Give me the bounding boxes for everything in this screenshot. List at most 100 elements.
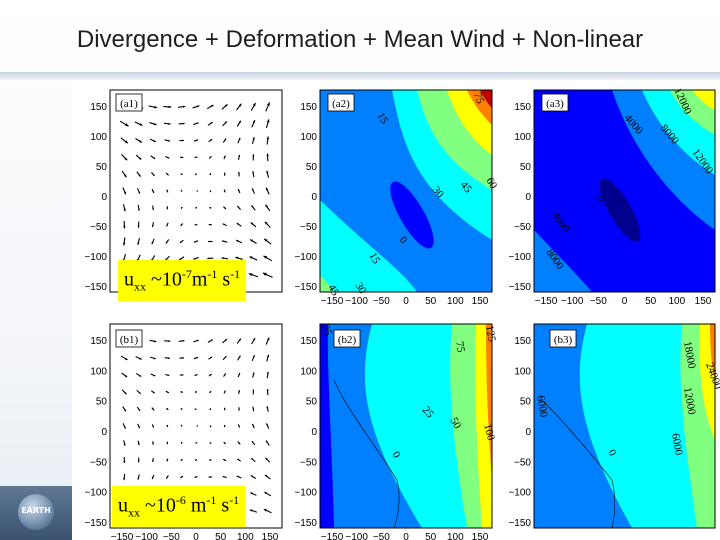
vector-arrow-head: [123, 426, 126, 429]
vector-arrow-head: [249, 509, 253, 512]
vector-arrow-head: [251, 441, 254, 444]
y-tick-label: 50: [520, 162, 532, 173]
annotation-b-sub: xx: [128, 505, 140, 520]
vector-arrow-head: [166, 207, 169, 210]
vector-arrow-head: [251, 458, 254, 461]
vector-arrow-head: [196, 190, 198, 192]
contour-label: 18000: [681, 340, 698, 370]
vector-arrow-head: [166, 459, 169, 462]
vector-arrow-head: [154, 105, 158, 109]
vector-arrow-head: [222, 240, 225, 243]
vector-arrow-head: [194, 223, 197, 226]
vector-arrow-head: [223, 206, 226, 209]
vector-arrow-head: [124, 174, 127, 178]
x-tick-label: −50: [163, 532, 180, 540]
vector-arrow-head: [167, 374, 170, 376]
vector-arrow-head: [224, 138, 227, 141]
vector-arrow-head: [250, 222, 254, 225]
vector-arrow-head: [138, 408, 141, 411]
panel-a1-label: (a1): [120, 98, 138, 110]
vector-arrow-head: [165, 241, 168, 244]
y-tick-label: −150: [294, 282, 317, 293]
vector-arrow-head: [124, 357, 128, 360]
vector-arrow-head: [168, 105, 172, 109]
x-tick-label: 50: [425, 532, 437, 540]
vector-arrow-head: [209, 173, 211, 176]
vector-arrow-head: [263, 509, 267, 512]
panel-b2-frame: [319, 323, 493, 529]
y-tick-label: 0: [101, 427, 107, 438]
x-tick-label: −50: [590, 296, 607, 307]
vector-arrow-head: [195, 374, 198, 376]
vector-arrow-head: [210, 339, 213, 342]
annotation-a-sub: xx: [134, 279, 146, 294]
panel-a2-label: (a2): [332, 98, 350, 110]
x-tick-label: 100: [668, 296, 685, 307]
vector-arrow-head: [152, 425, 154, 428]
vector-arrow-head: [182, 357, 184, 359]
panel-a3-label: (a3): [546, 98, 564, 110]
vector-arrow-head: [152, 225, 154, 228]
vector-arrow-head: [238, 188, 240, 191]
vector-arrow-head: [208, 240, 210, 243]
panel-b2-label: (b2): [338, 334, 357, 346]
annotation-a-unit2: s: [217, 268, 231, 291]
vector-arrow-head: [264, 238, 268, 242]
vector-arrow-head: [151, 241, 154, 245]
panel-a2-label-box: [327, 93, 355, 112]
vector-arrow-head: [181, 156, 184, 159]
vector-arrow-head: [182, 139, 184, 142]
vector-arrow-head: [265, 457, 268, 460]
vector-arrow-head: [137, 242, 140, 245]
logo-text: EARTH: [21, 506, 51, 515]
panel-b1-label-box: [115, 329, 143, 348]
vector-arrow-head: [238, 390, 240, 393]
vector-arrow-head: [139, 123, 143, 126]
y-tick-label: 50: [520, 397, 532, 408]
vector-arrow-head: [252, 338, 256, 341]
vector-arrow-head: [223, 390, 226, 393]
panel-a3-label-box: [541, 93, 569, 112]
x-tick-label: 150: [262, 532, 279, 540]
y-tick-label: −50: [514, 222, 531, 233]
contour-label: 100: [481, 423, 497, 443]
vector-arrow-head: [152, 477, 154, 480]
contour-label: 6000: [534, 394, 550, 418]
vector-arrow-head: [266, 389, 269, 392]
annotation-b-unit2: s: [216, 494, 230, 517]
annotation-a-unit2-exp: -1: [230, 267, 241, 281]
contour-label: 0: [593, 194, 606, 205]
vector-arrow-head: [224, 339, 227, 342]
vector-arrow-head: [252, 406, 255, 409]
vector-arrow-head: [250, 475, 254, 478]
vector-arrow-head: [248, 273, 253, 277]
y-tick-label: 0: [525, 427, 531, 438]
vector-arrow-head: [152, 408, 155, 411]
y-tick-label: −150: [508, 518, 531, 529]
vector-arrow-head: [224, 356, 227, 359]
vector-arrow-head: [237, 458, 240, 461]
vector-arrow-head: [180, 424, 182, 427]
x-tick-label: 100: [447, 296, 464, 307]
y-tick-label: 100: [90, 132, 107, 143]
vector-arrow-head: [182, 339, 185, 342]
vector-arrow-head: [209, 408, 211, 411]
panel-b1-label: (b1): [120, 334, 139, 346]
vector-arrow-head: [180, 223, 183, 226]
vector-arrow-head: [196, 357, 199, 359]
globe-icon: [18, 494, 54, 530]
y-tick-label: −150: [84, 282, 107, 293]
vector-arrow-head: [166, 425, 168, 428]
vector-arrow-head: [224, 424, 226, 427]
vector-arrow-head: [224, 189, 226, 192]
vector-arrow-head: [252, 355, 255, 358]
vector-arrow-head: [180, 476, 183, 479]
y-tick-label: −50: [300, 457, 317, 468]
vector-arrow-head: [209, 190, 212, 193]
vector-arrow-head: [180, 189, 183, 192]
vector-arrow-head: [236, 475, 239, 478]
vector-arrow-head: [193, 257, 196, 260]
annotation-b-unit1-exp: -1: [206, 493, 217, 507]
vector-arrow-head: [123, 225, 126, 229]
panel-a2: (a2) 15 30 45 60 0 15 45 30 75: [319, 89, 500, 298]
